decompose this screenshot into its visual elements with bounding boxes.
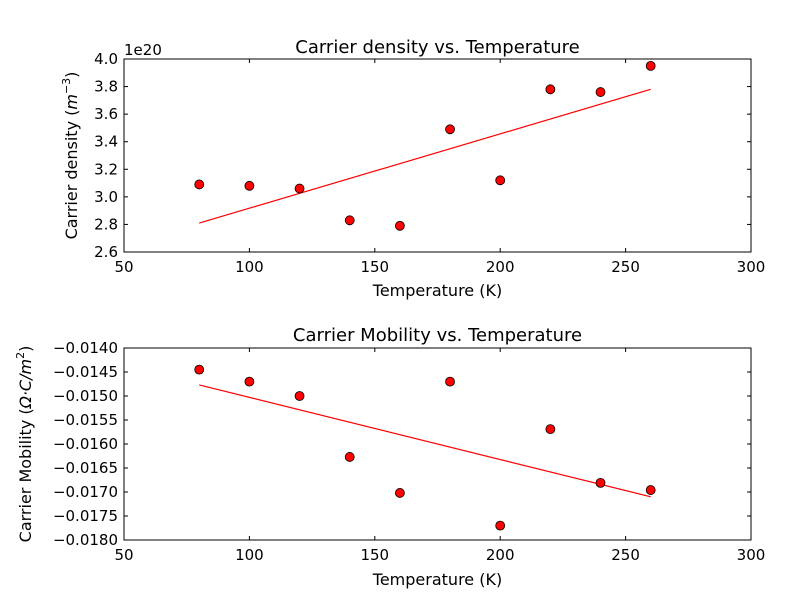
x-tick-label: 50: [114, 258, 133, 276]
data-point: [595, 477, 606, 488]
data-point: [495, 520, 506, 531]
data-point: [194, 364, 205, 375]
axes-frame: [123, 58, 752, 253]
y-axis-label: Carrier density (m−3): [60, 72, 81, 240]
data-point: [595, 87, 606, 97]
chart-carrier-density: Carrier density vs. Temperature 1e20 50 1…: [60, 37, 765, 300]
fit-line: [199, 384, 651, 498]
chart-title: Carrier Mobility vs. Temperature: [293, 325, 582, 346]
y-axis-label: Carrier Mobility (Ω·C/m2): [14, 346, 35, 543]
x-tick-label: 300: [737, 258, 766, 276]
data-point: [344, 452, 355, 462]
y-tick-label: 3.2: [94, 160, 118, 178]
y-tick-label: 4.0: [94, 50, 118, 68]
data-point: [394, 488, 405, 498]
y-tick-label: −0.0180: [53, 531, 118, 549]
y-tick-label: 2.8: [94, 215, 118, 233]
data-point: [294, 391, 305, 401]
x-tick-label: 250: [611, 546, 640, 564]
data-point: [495, 175, 506, 186]
data-point: [344, 215, 355, 226]
y-tick-label: −0.0165: [53, 459, 118, 477]
y-tick-label: −0.0145: [53, 363, 118, 381]
x-tick-label: 300: [737, 546, 766, 564]
fit-line: [199, 88, 651, 224]
x-tick-label: 150: [360, 258, 389, 276]
x-tick-label: 50: [114, 546, 133, 564]
data-point: [645, 60, 656, 71]
y-tick-label: 3.6: [94, 105, 118, 123]
y-tick-label: −0.0170: [53, 483, 118, 501]
x-tick-label: 200: [486, 258, 515, 276]
plot-area: 50 100 150 200 250 300 −0.0180 −0.0175 −0.0170 −0…: [53, 339, 765, 564]
y-tick-label: 2.6: [94, 243, 118, 261]
offset-label: 1e20: [124, 41, 162, 59]
data-point: [545, 424, 556, 435]
y-tick-label: 3.8: [94, 78, 118, 96]
x-tick-label: 250: [611, 258, 640, 276]
data-point: [194, 179, 205, 190]
y-tick-label: −0.0155: [53, 411, 118, 429]
y-tick-label: −0.0140: [53, 339, 118, 357]
y-tick-label: −0.0175: [53, 507, 118, 525]
data-point: [244, 376, 255, 387]
data-point: [394, 220, 405, 231]
data-point: [445, 124, 455, 135]
chart-title: Carrier density vs. Temperature: [295, 37, 580, 58]
x-axis-label: Temperature (K): [372, 570, 502, 589]
data-point: [445, 376, 455, 387]
data-point: [244, 180, 255, 191]
data-point: [294, 183, 305, 194]
x-tick-label: 150: [360, 546, 389, 564]
y-tick-label: 3.4: [94, 133, 118, 151]
data-point: [545, 84, 556, 95]
chart-carrier-mobility: Carrier Mobility vs. Temperature 50 100 15…: [14, 325, 765, 589]
x-tick-label: 100: [235, 258, 264, 276]
x-tick-label: 200: [486, 546, 515, 564]
y-tick-label: −0.0150: [53, 387, 118, 405]
y-tick-label: 3.0: [94, 188, 118, 206]
y-tick-label: −0.0160: [53, 435, 118, 453]
x-axis-label: Temperature (K): [372, 281, 502, 300]
data-point: [645, 485, 656, 495]
x-tick-label: 100: [235, 546, 264, 564]
plot-area: 50 100 150 200 250 300 2.6 2.8 3.0 3.2 3.4 3.6 3.8 4.…: [94, 50, 765, 276]
